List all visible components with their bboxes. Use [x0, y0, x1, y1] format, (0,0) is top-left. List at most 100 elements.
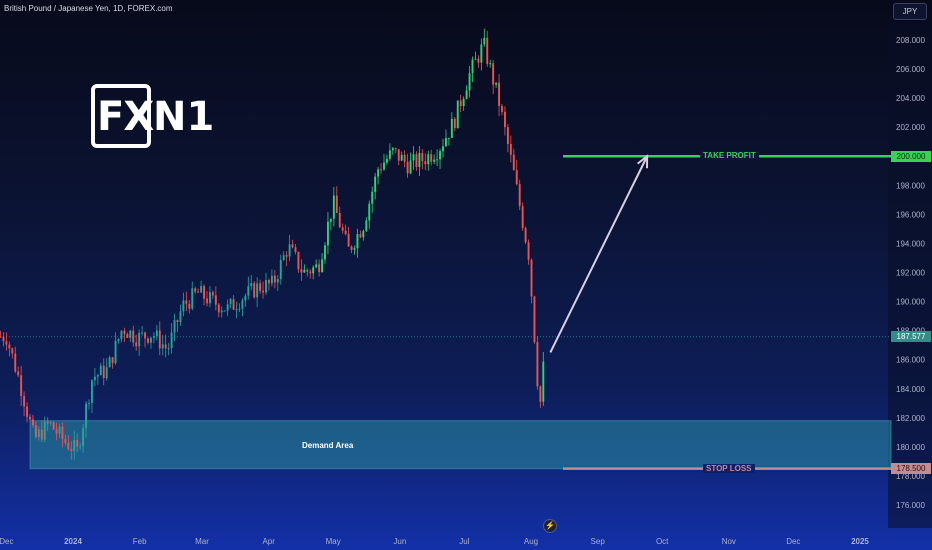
candle-body: [250, 283, 253, 287]
candle-body: [501, 105, 503, 112]
candle-body: [512, 154, 515, 171]
candle-body: [132, 330, 135, 343]
candle-body: [91, 380, 93, 403]
y-tick-label: 178.000: [896, 472, 925, 481]
candle-body: [256, 283, 259, 298]
candle-body: [167, 348, 170, 350]
candle-body: [226, 304, 229, 311]
candle-body: [315, 264, 318, 268]
candle-body: [309, 271, 312, 274]
candle-body: [391, 148, 394, 151]
candle-body: [530, 259, 533, 297]
y-tick-label: 186.000: [896, 356, 925, 365]
candle-body: [412, 154, 415, 161]
candle-body: [359, 234, 362, 238]
candle-body: [220, 310, 223, 313]
candle-body: [138, 332, 141, 347]
x-tick-label: Mar: [195, 537, 209, 546]
candle-body: [61, 426, 64, 439]
candle-body: [232, 299, 235, 310]
candle-body: [447, 137, 450, 139]
candle-body: [229, 299, 232, 305]
demand-area-zone: [29, 420, 892, 470]
projection-arrow-line: [549, 155, 649, 353]
candle-body: [542, 361, 545, 402]
candle-body: [468, 73, 471, 91]
candle-body: [539, 386, 542, 402]
projection-arrow-head: [637, 154, 649, 169]
x-tick-label: Apr: [262, 537, 275, 546]
y-tick-label: 192.000: [896, 269, 925, 278]
candle-body: [400, 154, 403, 161]
candle-body: [135, 342, 138, 347]
candle-body: [489, 63, 492, 65]
candle-body: [70, 449, 73, 451]
candle-body: [185, 300, 188, 304]
candle-body: [82, 428, 85, 447]
candle-body: [191, 288, 194, 309]
candle-body: [40, 429, 43, 440]
candle-body: [150, 337, 152, 343]
candle-body: [182, 300, 185, 312]
candle-body: [241, 300, 244, 309]
y-tick-label: 202.000: [896, 123, 925, 132]
candle-body: [120, 330, 123, 339]
candle-body: [188, 303, 191, 309]
candle-body: [8, 344, 11, 349]
symbol-title: British Pound / Japanese Yen, 1D, FOREX.…: [4, 4, 173, 13]
candle-body: [161, 344, 164, 349]
candle-body: [253, 283, 256, 298]
candle-body: [152, 336, 155, 338]
candle-body: [173, 320, 176, 333]
candle-body: [356, 234, 359, 249]
x-tick-label: Sep: [591, 537, 606, 546]
lightning-icon[interactable]: ⚡: [543, 519, 557, 533]
candle-body: [265, 279, 267, 293]
candle-body: [303, 269, 306, 273]
candle-body: [521, 206, 524, 229]
current-price-tag: 187.577: [891, 331, 931, 342]
candle-body: [67, 442, 70, 450]
candle-body: [459, 100, 462, 107]
candle-body: [350, 246, 353, 250]
candle-body: [26, 406, 28, 417]
candle-body: [430, 154, 433, 162]
candle-body: [194, 288, 197, 292]
y-tick-label: 198.000: [896, 181, 925, 190]
candle-body: [368, 203, 371, 221]
candle-body: [504, 111, 506, 128]
candle-body: [374, 176, 377, 192]
candle-body: [276, 279, 279, 283]
candle-body: [383, 162, 385, 170]
candle-body: [371, 191, 374, 204]
candle-body: [439, 151, 441, 160]
candle-body: [403, 154, 406, 162]
candle-body: [211, 292, 214, 296]
y-tick-label: 208.000: [896, 36, 925, 45]
candle-body: [114, 340, 117, 364]
candle-body: [11, 348, 14, 354]
candle-body: [436, 159, 439, 161]
candle-body: [353, 248, 356, 250]
candle-body: [498, 82, 500, 106]
candle-body: [155, 330, 158, 337]
candle-body: [58, 426, 61, 434]
candle-body: [223, 310, 226, 312]
candle-body: [394, 148, 397, 150]
candle-body: [270, 275, 273, 284]
candle-body: [32, 419, 34, 426]
x-tick-label: Nov: [722, 537, 736, 546]
currency-button[interactable]: JPY: [893, 3, 927, 20]
candle-body: [335, 195, 338, 213]
candle-body: [5, 341, 8, 345]
candle-body: [486, 37, 489, 64]
candle-body: [200, 286, 203, 293]
candle-body: [176, 320, 179, 323]
candle-body: [20, 375, 23, 397]
candle-body: [43, 421, 46, 440]
candle-body: [465, 90, 468, 99]
candle-body: [2, 336, 5, 342]
y-tick-label: 176.000: [896, 501, 925, 510]
